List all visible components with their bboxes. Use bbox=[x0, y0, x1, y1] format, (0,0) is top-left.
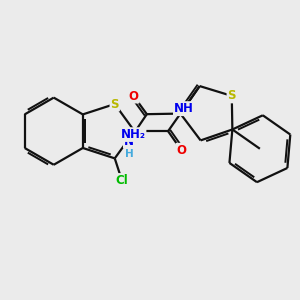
Text: O: O bbox=[176, 144, 186, 157]
Text: N: N bbox=[124, 135, 134, 148]
Text: NH₂: NH₂ bbox=[121, 128, 146, 141]
Text: H: H bbox=[125, 149, 134, 159]
Text: S: S bbox=[227, 89, 236, 102]
Text: S: S bbox=[110, 98, 119, 110]
Text: NH: NH bbox=[174, 102, 194, 115]
Text: O: O bbox=[129, 90, 139, 103]
Text: Cl: Cl bbox=[116, 174, 128, 187]
